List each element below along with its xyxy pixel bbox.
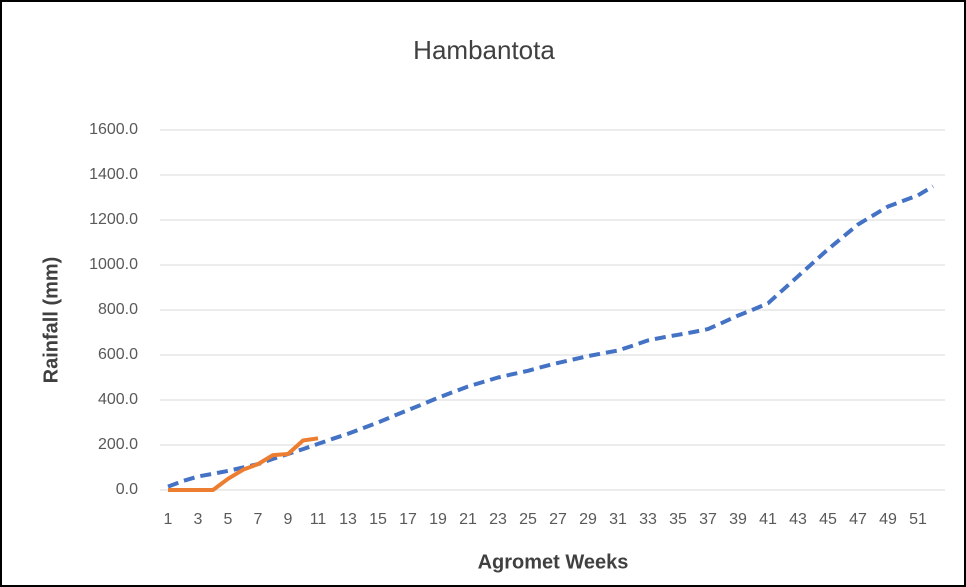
x-tick-label: 3 [194, 511, 203, 528]
chart-title: Hambantota [413, 35, 555, 65]
data-line [168, 436, 319, 492]
x-tick-label: 37 [699, 511, 717, 528]
x-tick-label: 7 [254, 511, 263, 528]
y-tick-label: 1600.0 [89, 121, 138, 138]
x-tick-label: 23 [489, 511, 507, 528]
x-tick-label: 43 [789, 511, 807, 528]
x-tick-label: 21 [459, 511, 477, 528]
y-axis-title: Rainfall (mm) [40, 257, 62, 384]
y-tick-label: 1200.0 [89, 211, 138, 228]
x-tick-label: 39 [729, 511, 747, 528]
x-tick-label: 17 [399, 511, 417, 528]
y-tick-label: 200.0 [98, 436, 138, 453]
x-tick-label: 15 [369, 511, 387, 528]
x-tick-label: 45 [819, 511, 837, 528]
x-tick-label: 1 [164, 511, 173, 528]
x-tick-label: 13 [339, 511, 357, 528]
x-tick-label: 11 [310, 511, 327, 528]
x-tick-label: 35 [669, 511, 687, 528]
x-tick-label: 47 [849, 511, 867, 528]
x-tick-label: 31 [609, 511, 627, 528]
x-tick-label: 19 [429, 511, 447, 528]
x-tick-label: 27 [549, 511, 567, 528]
y-tick-label: 0.0 [116, 481, 138, 498]
x-tick-label: 29 [579, 511, 597, 528]
y-tick-label: 600.0 [98, 346, 138, 363]
y-tick-label: 400.0 [98, 391, 138, 408]
x-tick-label: 25 [519, 511, 537, 528]
x-tick-label: 51 [909, 511, 927, 528]
y-tick-label: 1400.0 [89, 166, 138, 183]
y-tick-label: 1000.0 [89, 256, 138, 273]
y-tick-label: 800.0 [98, 301, 138, 318]
x-tick-label: 5 [224, 511, 233, 528]
x-tick-label: 33 [639, 511, 657, 528]
x-tick-label: 9 [284, 511, 293, 528]
x-axis-title: Agromet Weeks [478, 551, 629, 573]
x-tick-label: 49 [879, 511, 897, 528]
x-tick-label: 41 [759, 511, 777, 528]
